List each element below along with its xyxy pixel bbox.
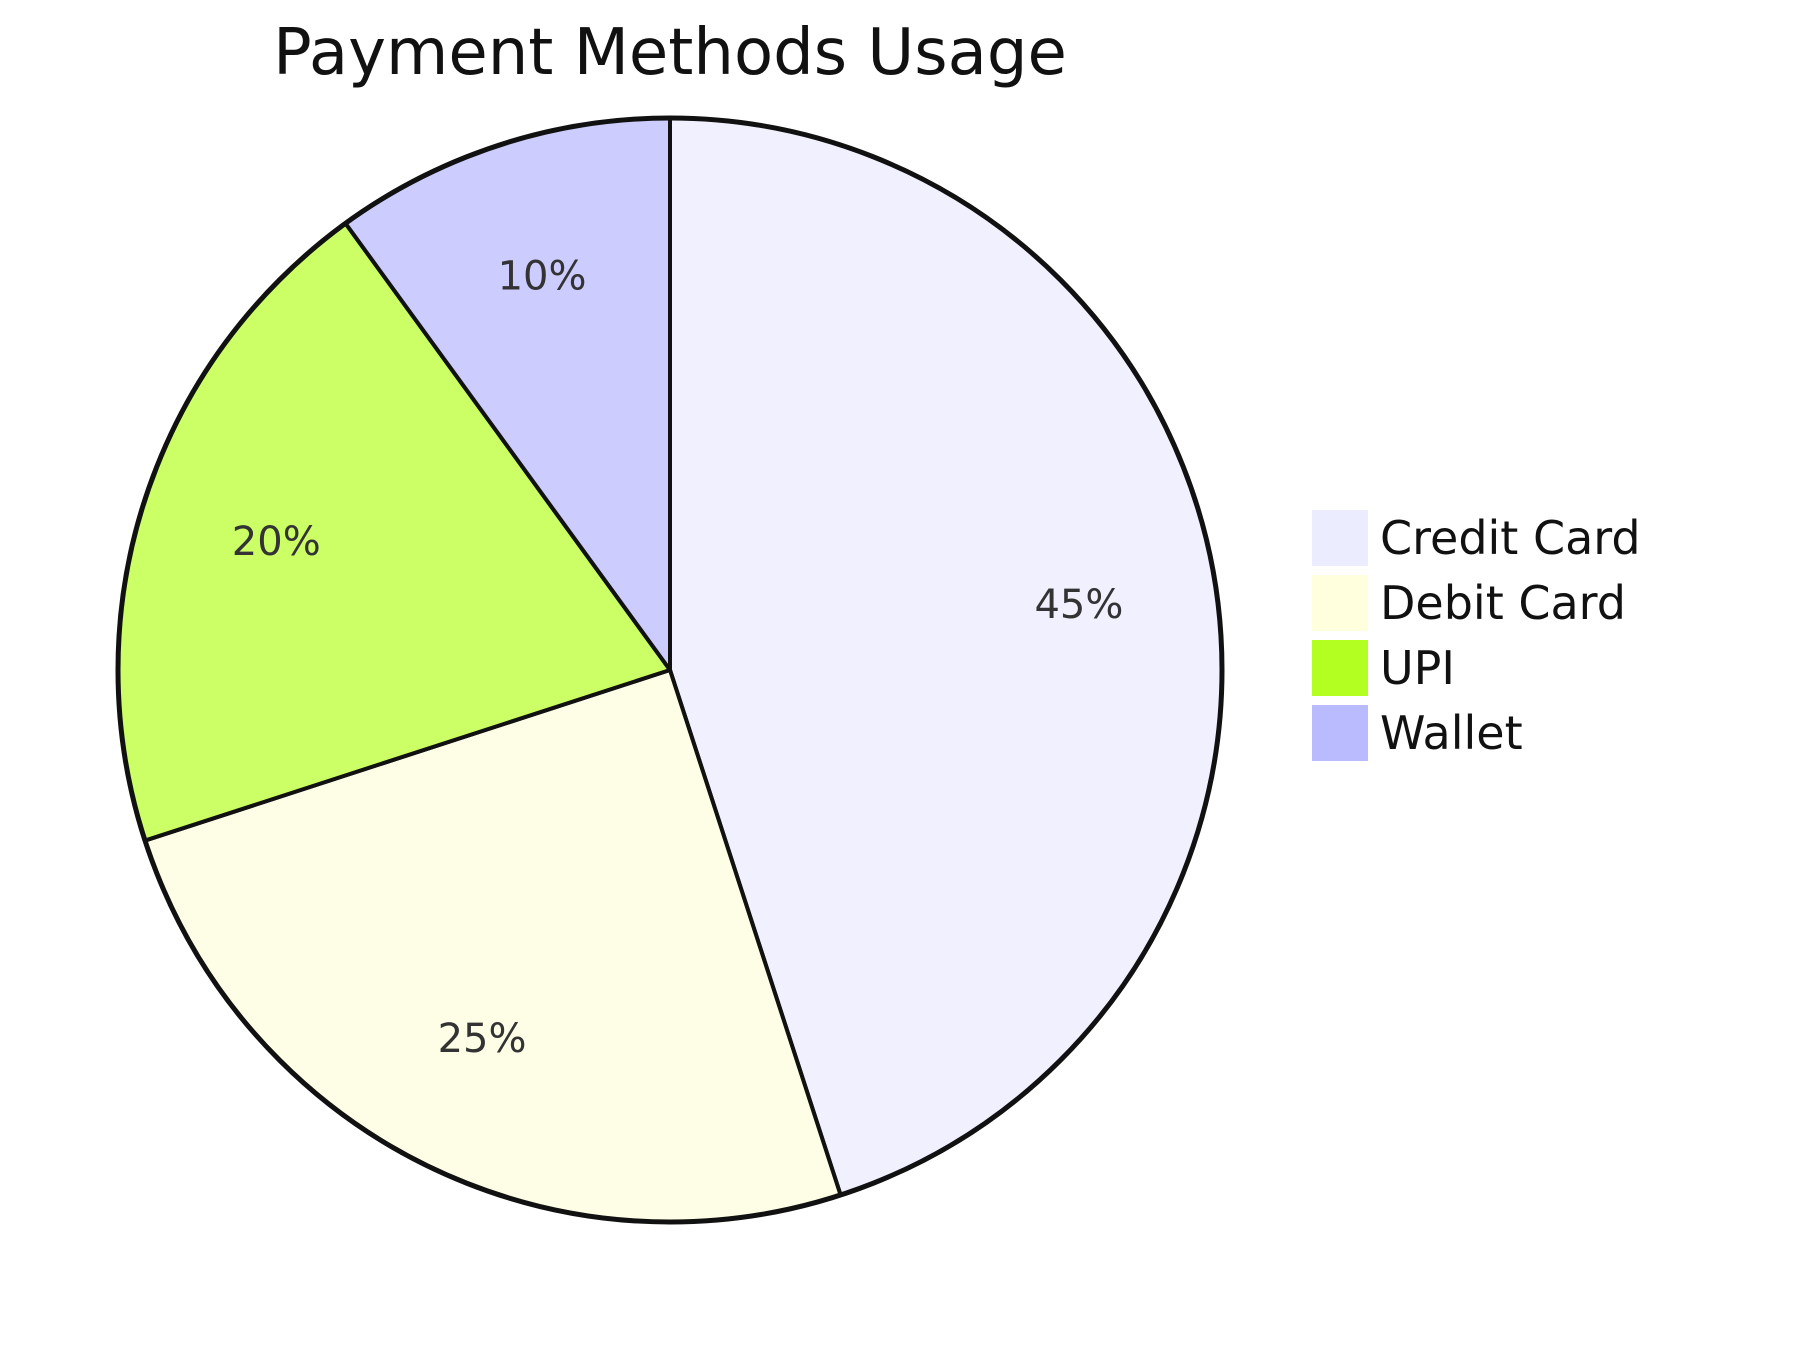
legend-item-wallet: Wallet [1312,705,1523,761]
legend-swatch-debit-card [1312,575,1368,631]
pie-slices [116,116,1224,1224]
slice-label-debit-card: 25% [438,1016,527,1062]
legend-item-credit-card: Credit Card [1312,510,1641,566]
pie-slice-labels: 45% 25% 20% 10% [232,253,1124,1062]
legend-swatch-upi [1312,640,1368,696]
legend-swatch-wallet [1312,705,1368,761]
slice-label-upi: 20% [232,519,321,565]
legend: Credit Card Debit Card UPI Wallet [1312,510,1641,761]
legend-item-upi: UPI [1312,640,1455,696]
legend-label-upi: UPI [1380,641,1455,695]
legend-label-debit-card: Debit Card [1380,576,1626,630]
legend-label-credit-card: Credit Card [1380,511,1641,565]
legend-label-wallet: Wallet [1380,706,1523,760]
slice-label-wallet: 10% [498,253,587,299]
legend-item-debit-card: Debit Card [1312,575,1626,631]
chart-title: Payment Methods Usage [273,16,1067,90]
legend-swatch-credit-card [1312,510,1368,566]
pie-outline [115,115,1225,1225]
slice-label-credit-card: 45% [1034,582,1123,628]
